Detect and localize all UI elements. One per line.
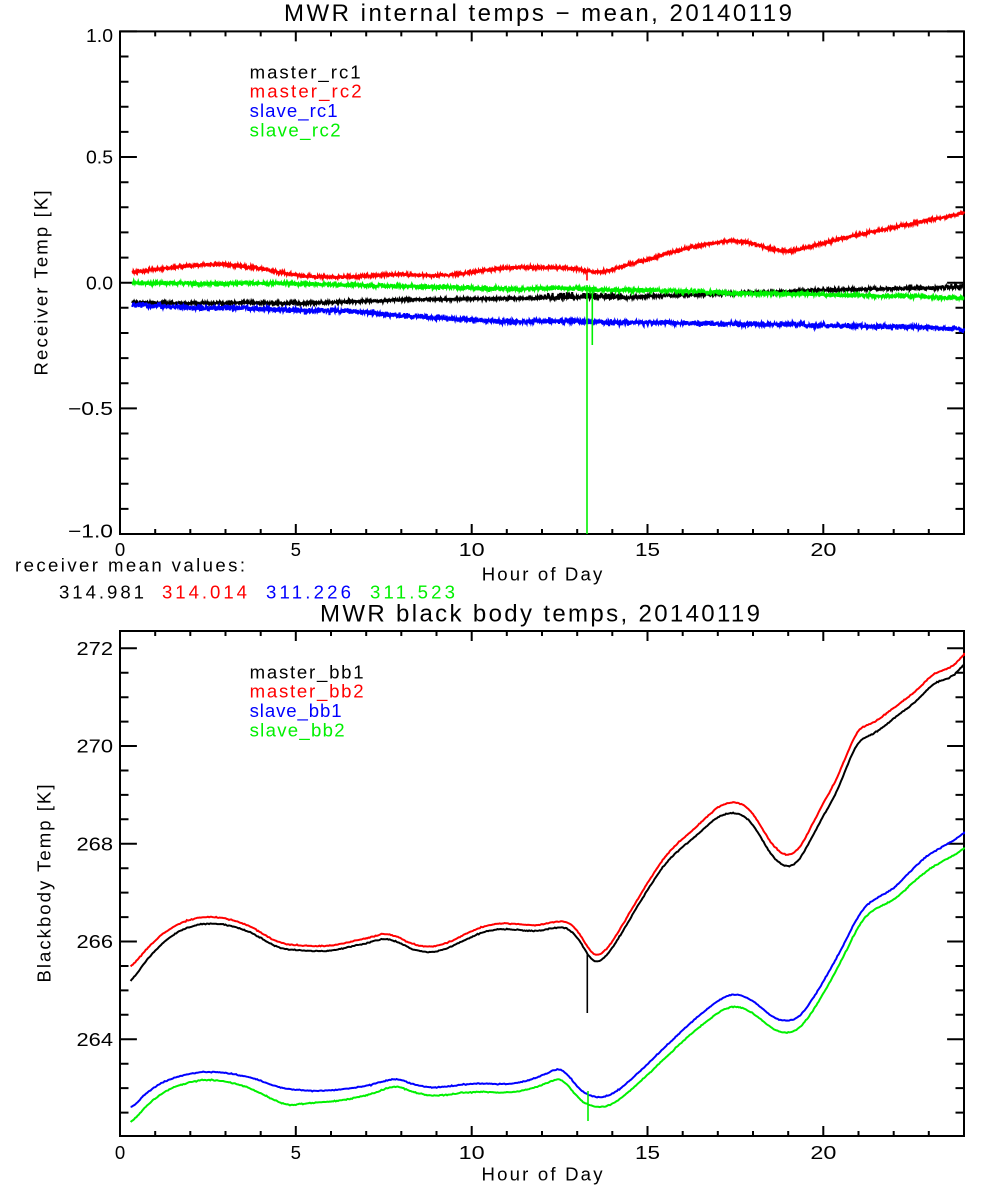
svg-text:receiver mean values:: receiver mean values: <box>15 555 245 576</box>
svg-text:MWR black body temps, 20140119: MWR black body temps, 20140119 <box>320 601 760 628</box>
svg-text:master_rc1: master_rc1 <box>250 61 361 83</box>
svg-text:268: 268 <box>77 833 114 854</box>
svg-text:slave_rc1: slave_rc1 <box>250 100 338 122</box>
svg-text:Hour of Day: Hour of Day <box>482 564 603 585</box>
svg-text:314.014: 314.014 <box>162 581 247 602</box>
svg-text:0.5: 0.5 <box>86 146 113 167</box>
svg-text:−0.5: −0.5 <box>68 398 113 419</box>
svg-text:−1.0: −1.0 <box>68 520 113 541</box>
svg-text:314.981: 314.981 <box>59 581 144 602</box>
svg-text:311.523: 311.523 <box>370 581 455 602</box>
svg-text:5: 5 <box>291 1142 301 1163</box>
svg-text:5: 5 <box>291 539 301 560</box>
svg-text:0.0: 0.0 <box>86 272 113 293</box>
svg-text:1.0: 1.0 <box>86 25 113 46</box>
svg-text:264: 264 <box>77 1029 114 1050</box>
svg-text:270: 270 <box>77 736 114 757</box>
svg-text:slave_rc2: slave_rc2 <box>250 119 341 141</box>
svg-text:20: 20 <box>810 539 836 560</box>
svg-text:311.226: 311.226 <box>266 581 351 602</box>
svg-text:0: 0 <box>115 539 125 560</box>
svg-text:master_bb1: master_bb1 <box>250 661 364 683</box>
svg-text:20: 20 <box>810 1142 836 1163</box>
svg-text:0: 0 <box>115 1142 125 1163</box>
svg-text:10: 10 <box>459 539 485 560</box>
svg-text:slave_bb2: slave_bb2 <box>250 719 345 741</box>
svg-text:Receiver Temp [K]: Receiver Temp [K] <box>31 191 52 376</box>
svg-text:15: 15 <box>635 1142 660 1163</box>
svg-text:Blackbody Temp [K]: Blackbody Temp [K] <box>34 785 55 983</box>
svg-text:MWR internal temps − mean, 201: MWR internal temps − mean, 20140119 <box>284 0 792 27</box>
svg-text:272: 272 <box>77 638 114 659</box>
svg-text:master_bb2: master_bb2 <box>250 681 364 703</box>
svg-text:15: 15 <box>635 539 660 560</box>
svg-text:Hour of Day: Hour of Day <box>482 1164 604 1185</box>
svg-text:10: 10 <box>459 1142 485 1163</box>
svg-text:266: 266 <box>77 931 114 952</box>
svg-text:slave_bb1: slave_bb1 <box>250 700 342 722</box>
